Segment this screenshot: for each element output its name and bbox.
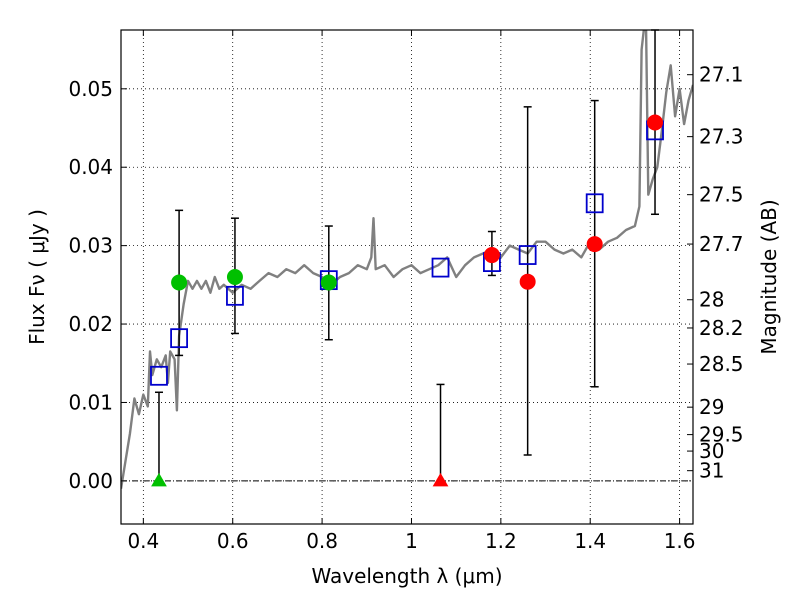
magnitude-tick-label: 29 [699, 395, 724, 419]
magnitude-tick-label: 28 [699, 288, 724, 312]
observed-flux-point [483, 247, 500, 264]
x-tick-label: 0.6 [217, 529, 249, 553]
y-axis-ticks: 0.00 0.01 0.02 0.03 0.04 0.05 [68, 77, 127, 493]
y-tick-label: 0.05 [68, 77, 113, 101]
y-tick-label: 0.01 [68, 390, 113, 414]
x-tick-label: 0.8 [306, 529, 338, 553]
data-markers [150, 114, 664, 487]
model-photometry-square [585, 193, 604, 214]
y-axis-label: Flux Fν ( μJy ) [25, 209, 49, 345]
x-tick-label: 1.4 [574, 529, 606, 553]
observed-flux-point [226, 269, 243, 285]
x-tick-label: 1.2 [485, 529, 517, 553]
x-axis-label: Wavelength λ (μm) [311, 564, 502, 588]
observed-flux-point [171, 274, 188, 291]
magnitude-tick-label: 27.5 [699, 183, 744, 207]
magnitude-tick-label: 28.2 [699, 316, 744, 340]
y-tick-label: 0.04 [68, 155, 113, 179]
magnitude-tick-label: 27.7 [699, 232, 744, 256]
model-photometry-square [431, 257, 450, 278]
x-tick-label: 1 [405, 529, 418, 553]
x-tick-label: 0.4 [127, 529, 159, 553]
model-spectrum-group [121, 30, 693, 489]
y-tick-label: 0.03 [68, 234, 113, 258]
model-spectrum-line [121, 30, 693, 489]
upper-limit-triangle [432, 472, 449, 487]
observed-flux-point [320, 274, 337, 291]
observed-flux-point [647, 114, 664, 131]
magnitude-tick-label: 30 [699, 439, 724, 463]
plot-frame [120, 29, 694, 525]
magnitude-tick-label: 27.3 [699, 125, 744, 149]
model-photometry-square [518, 245, 537, 265]
observed-flux-point [519, 273, 536, 290]
model-photometry-square [170, 328, 188, 349]
upper-limit-triangle [151, 472, 167, 487]
x-axis-ticks: 0.4 0.6 0.8 1 1.2 1.4 1.6 [127, 30, 696, 553]
magnitude-tick-label: 29.5 [699, 423, 744, 447]
x-tick-label: 1.6 [664, 529, 696, 553]
magnitude-tick-label: 31 [699, 459, 724, 483]
magnitude-tick-label: 28.5 [699, 352, 744, 376]
y-tick-label: 0.02 [68, 312, 113, 336]
magnitude-tick-label: 27.1 [699, 63, 744, 87]
right-axis-label: Magnitude (AB) [757, 199, 781, 354]
model-photometry-square [150, 365, 168, 386]
model-photometry-square [226, 285, 244, 306]
observed-flux-point [586, 236, 603, 253]
y-tick-label: 0.00 [68, 469, 113, 493]
